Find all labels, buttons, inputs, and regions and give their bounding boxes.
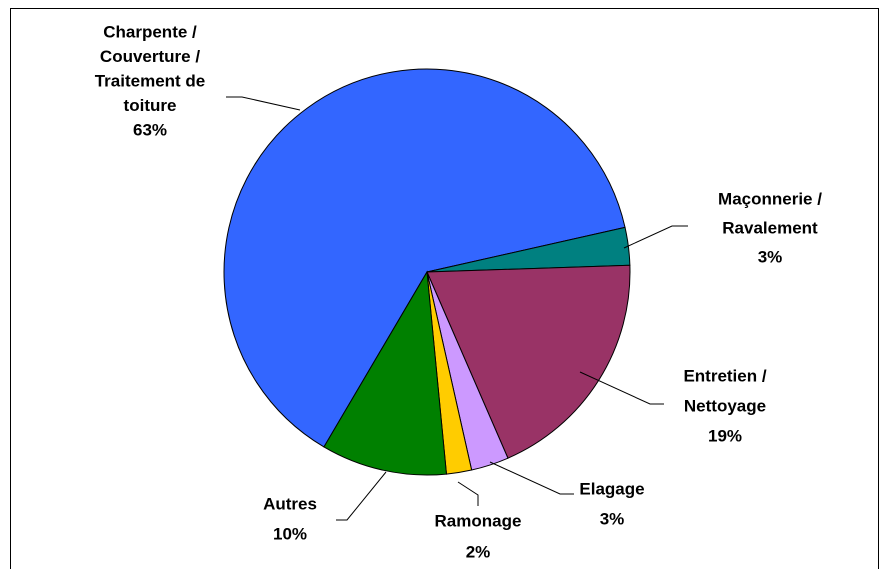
value-label: 19% [708, 426, 742, 445]
slice-label: Ravalement [722, 218, 818, 237]
leader-line [623, 225, 688, 249]
slice-label: Elagage [579, 479, 644, 498]
slice-label: Ramonage [435, 511, 522, 530]
slice-label: Entretien / [683, 366, 766, 385]
value-label: 3% [758, 247, 783, 266]
slice-label: Nettoyage [684, 396, 766, 415]
pie-slice [223, 68, 626, 448]
pie-slice [323, 270, 448, 476]
leader-line [457, 481, 479, 506]
slice-label: Couverture / [100, 47, 200, 66]
value-label: 3% [600, 509, 625, 528]
leader-line [336, 471, 387, 521]
value-label: 10% [273, 524, 307, 543]
value-label: 63% [133, 120, 167, 139]
leader-line [226, 96, 301, 111]
slice-label: Charpente / [103, 22, 197, 41]
slice-label: Maçonnerie / [718, 189, 822, 208]
slice-label: toiture [124, 96, 177, 115]
leader-line [489, 461, 574, 495]
value-label: 2% [466, 542, 491, 561]
slice-label: Traitement de [95, 71, 206, 90]
leader-line [579, 371, 664, 405]
slice-label: Autres [263, 494, 317, 513]
